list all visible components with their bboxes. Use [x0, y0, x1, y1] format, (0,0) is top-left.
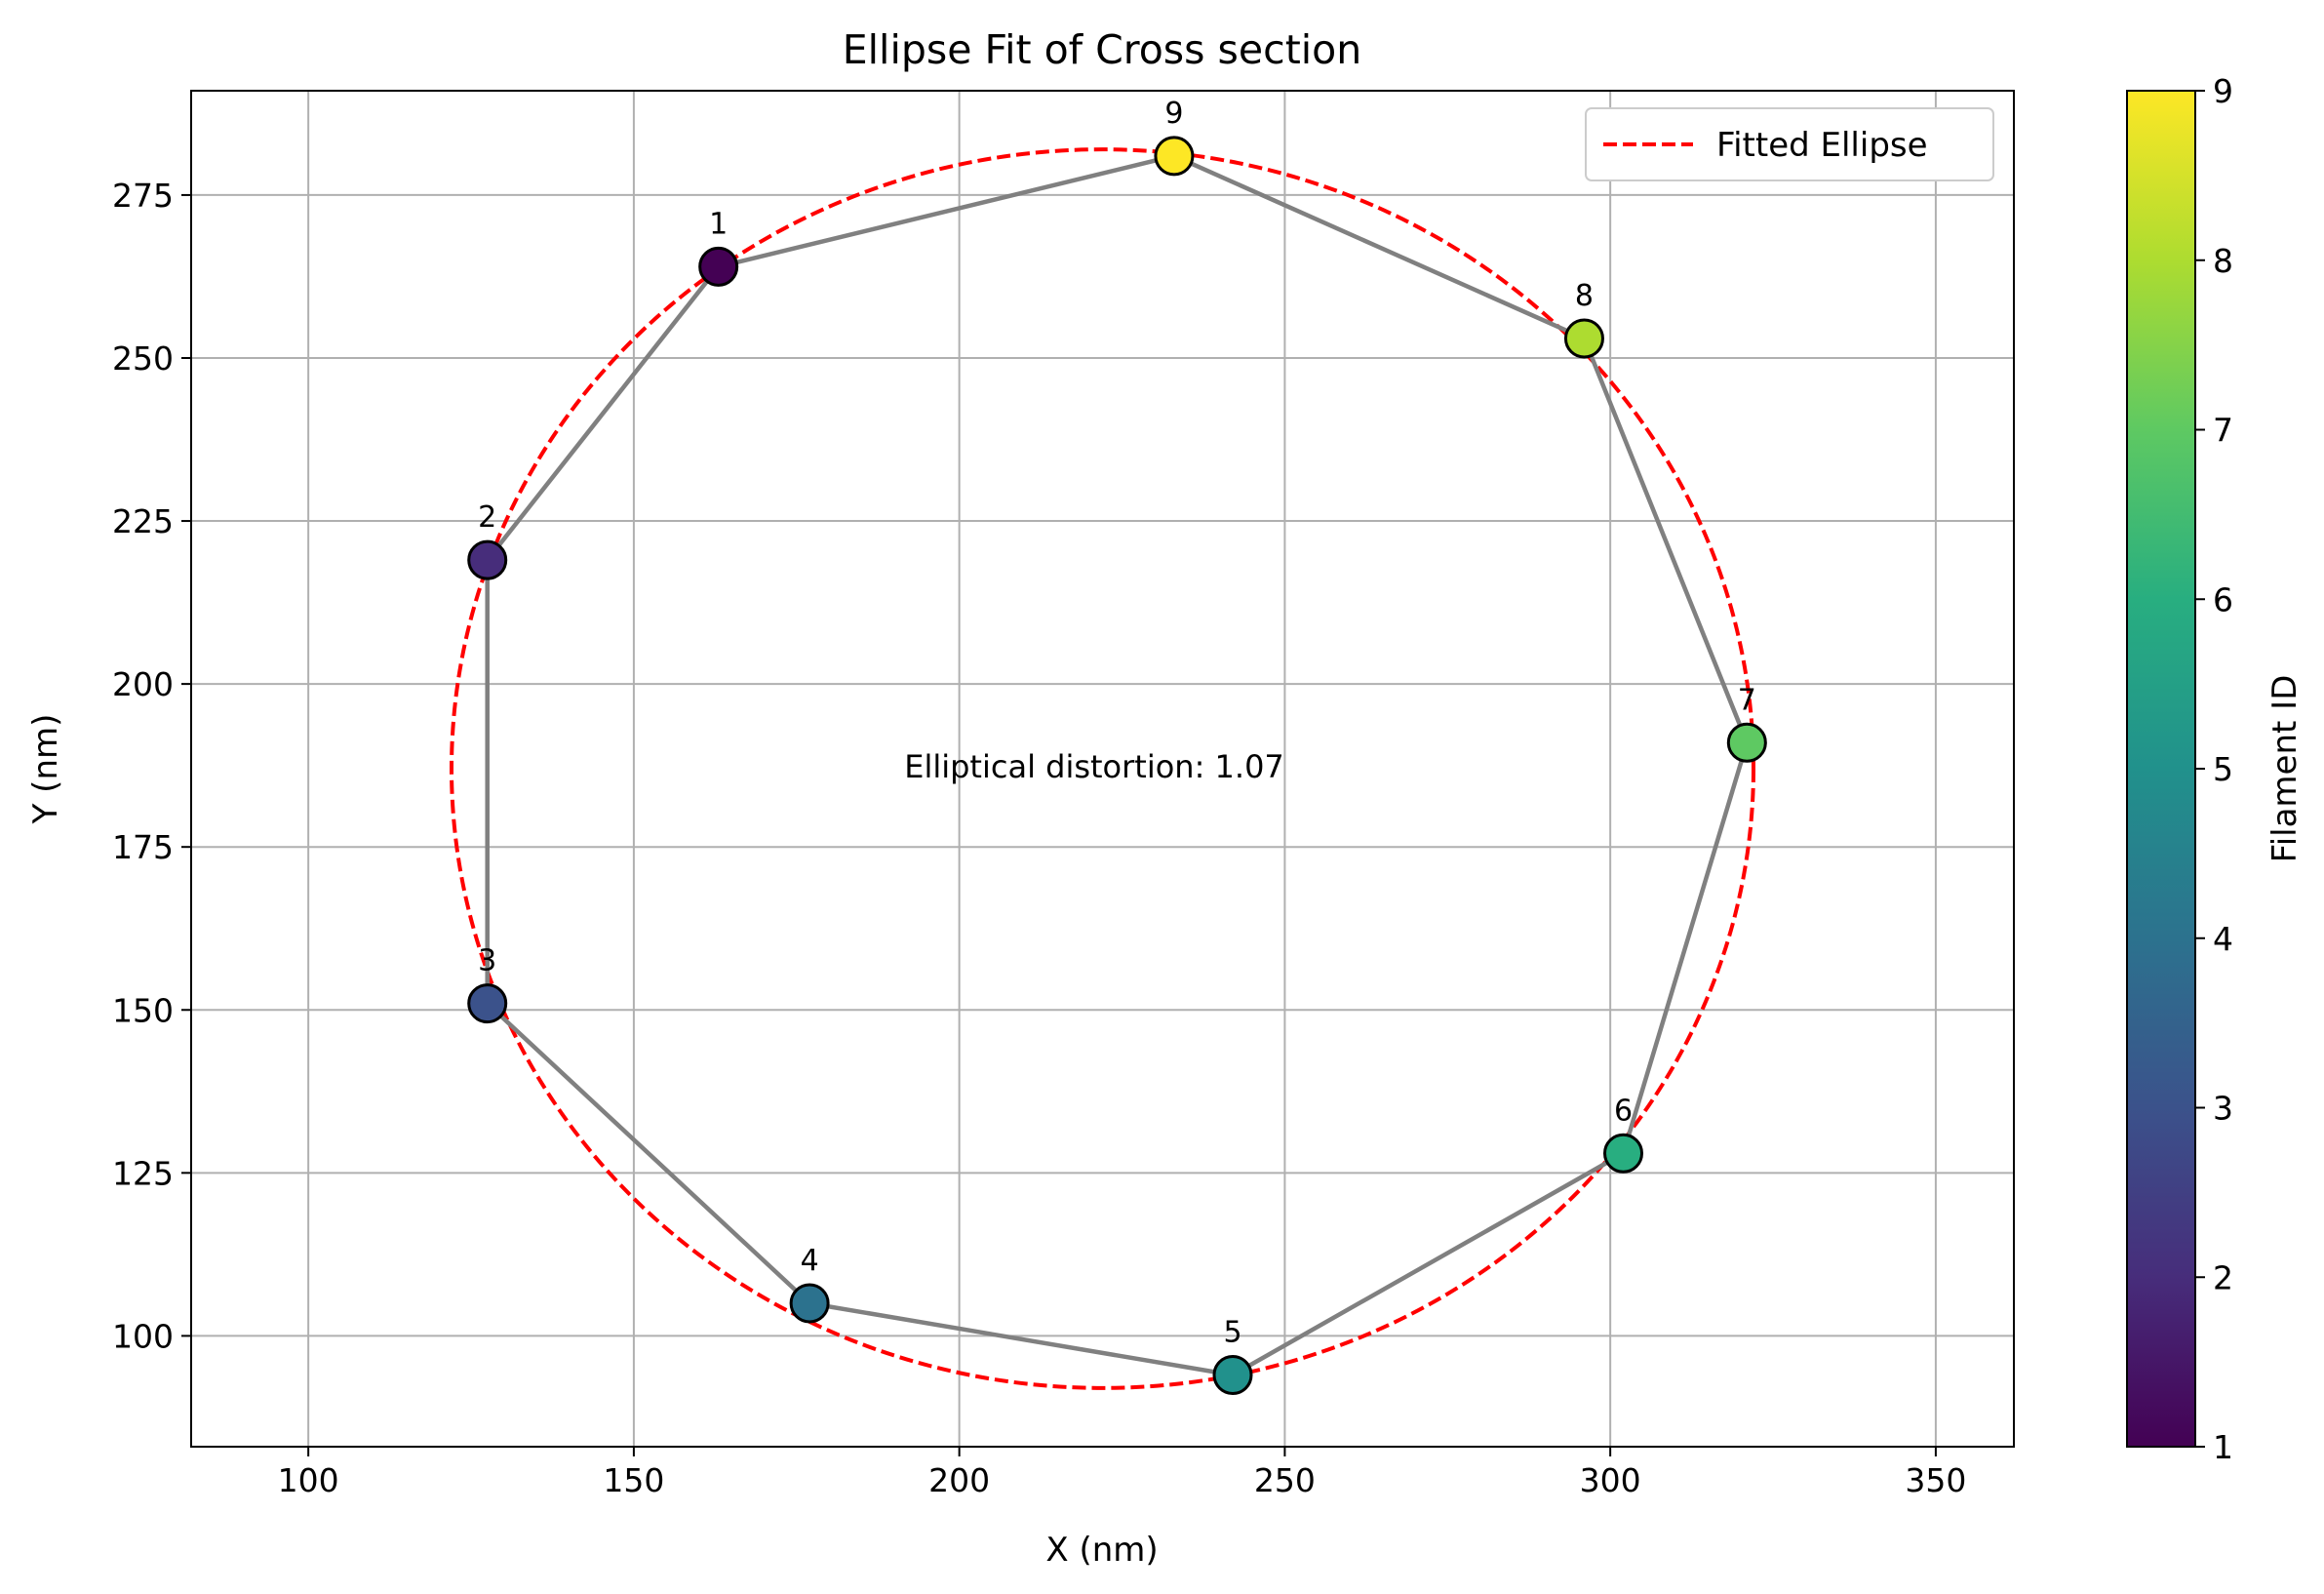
filament-point-6	[1605, 1135, 1642, 1172]
y-axis-label: Y (nm)	[26, 714, 65, 825]
colorbar: 1 2 3 4 5 6 7 8 9 Filament ID	[2127, 72, 2304, 1466]
x-tick-label: 250	[1254, 1461, 1316, 1499]
x-axis-label: X (nm)	[1045, 1531, 1158, 1570]
colorbar-tick-label: 2	[2213, 1258, 2233, 1296]
filament-label-7: 7	[1738, 683, 1756, 717]
y-tick-label: 250	[112, 339, 174, 378]
colorbar-tick-label: 8	[2213, 242, 2233, 280]
filament-point-8	[1565, 320, 1602, 357]
y-axis: 100 125 150 175 200 225 250 275	[112, 177, 191, 1355]
filament-point-3	[469, 985, 506, 1022]
filament-point-4	[791, 1285, 828, 1322]
y-tick-label: 125	[112, 1154, 174, 1192]
y-tick-label: 225	[112, 502, 174, 540]
colorbar-gradient	[2127, 91, 2195, 1447]
colorbar-tick-label: 3	[2213, 1090, 2233, 1128]
colorbar-tick-label: 9	[2213, 72, 2233, 110]
colorbar-tick-label: 7	[2213, 412, 2233, 450]
colorbar-tick-label: 5	[2213, 750, 2233, 788]
filament-label-8: 8	[1575, 279, 1594, 313]
filament-label-4: 4	[801, 1244, 819, 1278]
x-tick-label: 350	[1905, 1461, 1966, 1499]
x-tick-label: 300	[1580, 1461, 1641, 1499]
filament-point-2	[469, 541, 506, 578]
filament-label-6: 6	[1614, 1094, 1633, 1128]
filament-label-9: 9	[1164, 97, 1183, 131]
legend: Fitted Ellipse	[1586, 108, 1993, 180]
colorbar-tick-label: 6	[2213, 580, 2233, 618]
y-tick-label: 150	[112, 991, 174, 1029]
y-tick-label: 100	[112, 1317, 174, 1355]
x-tick-label: 100	[278, 1461, 339, 1499]
y-tick-label: 275	[112, 177, 174, 215]
filament-point-7	[1728, 724, 1765, 761]
x-axis: 100 150 200 250 300 350	[278, 1447, 1967, 1499]
distortion-annotation: Elliptical distortion: 1.07	[904, 748, 1284, 785]
filament-point-5	[1214, 1356, 1251, 1393]
filament-label-1: 1	[709, 207, 728, 241]
colorbar-ticks: 1 2 3 4 5 6 7 8 9	[2195, 72, 2233, 1466]
y-tick-label: 200	[112, 665, 174, 703]
x-tick-label: 200	[928, 1461, 990, 1499]
colorbar-tick-label: 4	[2213, 920, 2233, 958]
filament-label-2: 2	[478, 500, 496, 535]
filament-label-3: 3	[478, 944, 496, 978]
filament-point-9	[1156, 138, 1193, 175]
filament-label-5: 5	[1223, 1315, 1241, 1349]
chart-title: Ellipse Fit of Cross section	[843, 26, 1361, 73]
filament-point-1	[700, 248, 737, 285]
legend-ellipse-label: Fitted Ellipse	[1716, 126, 1928, 165]
x-tick-label: 150	[603, 1461, 664, 1499]
y-tick-label: 175	[112, 828, 174, 866]
colorbar-tick-label: 1	[2213, 1428, 2233, 1466]
colorbar-label: Filament ID	[2265, 675, 2304, 863]
